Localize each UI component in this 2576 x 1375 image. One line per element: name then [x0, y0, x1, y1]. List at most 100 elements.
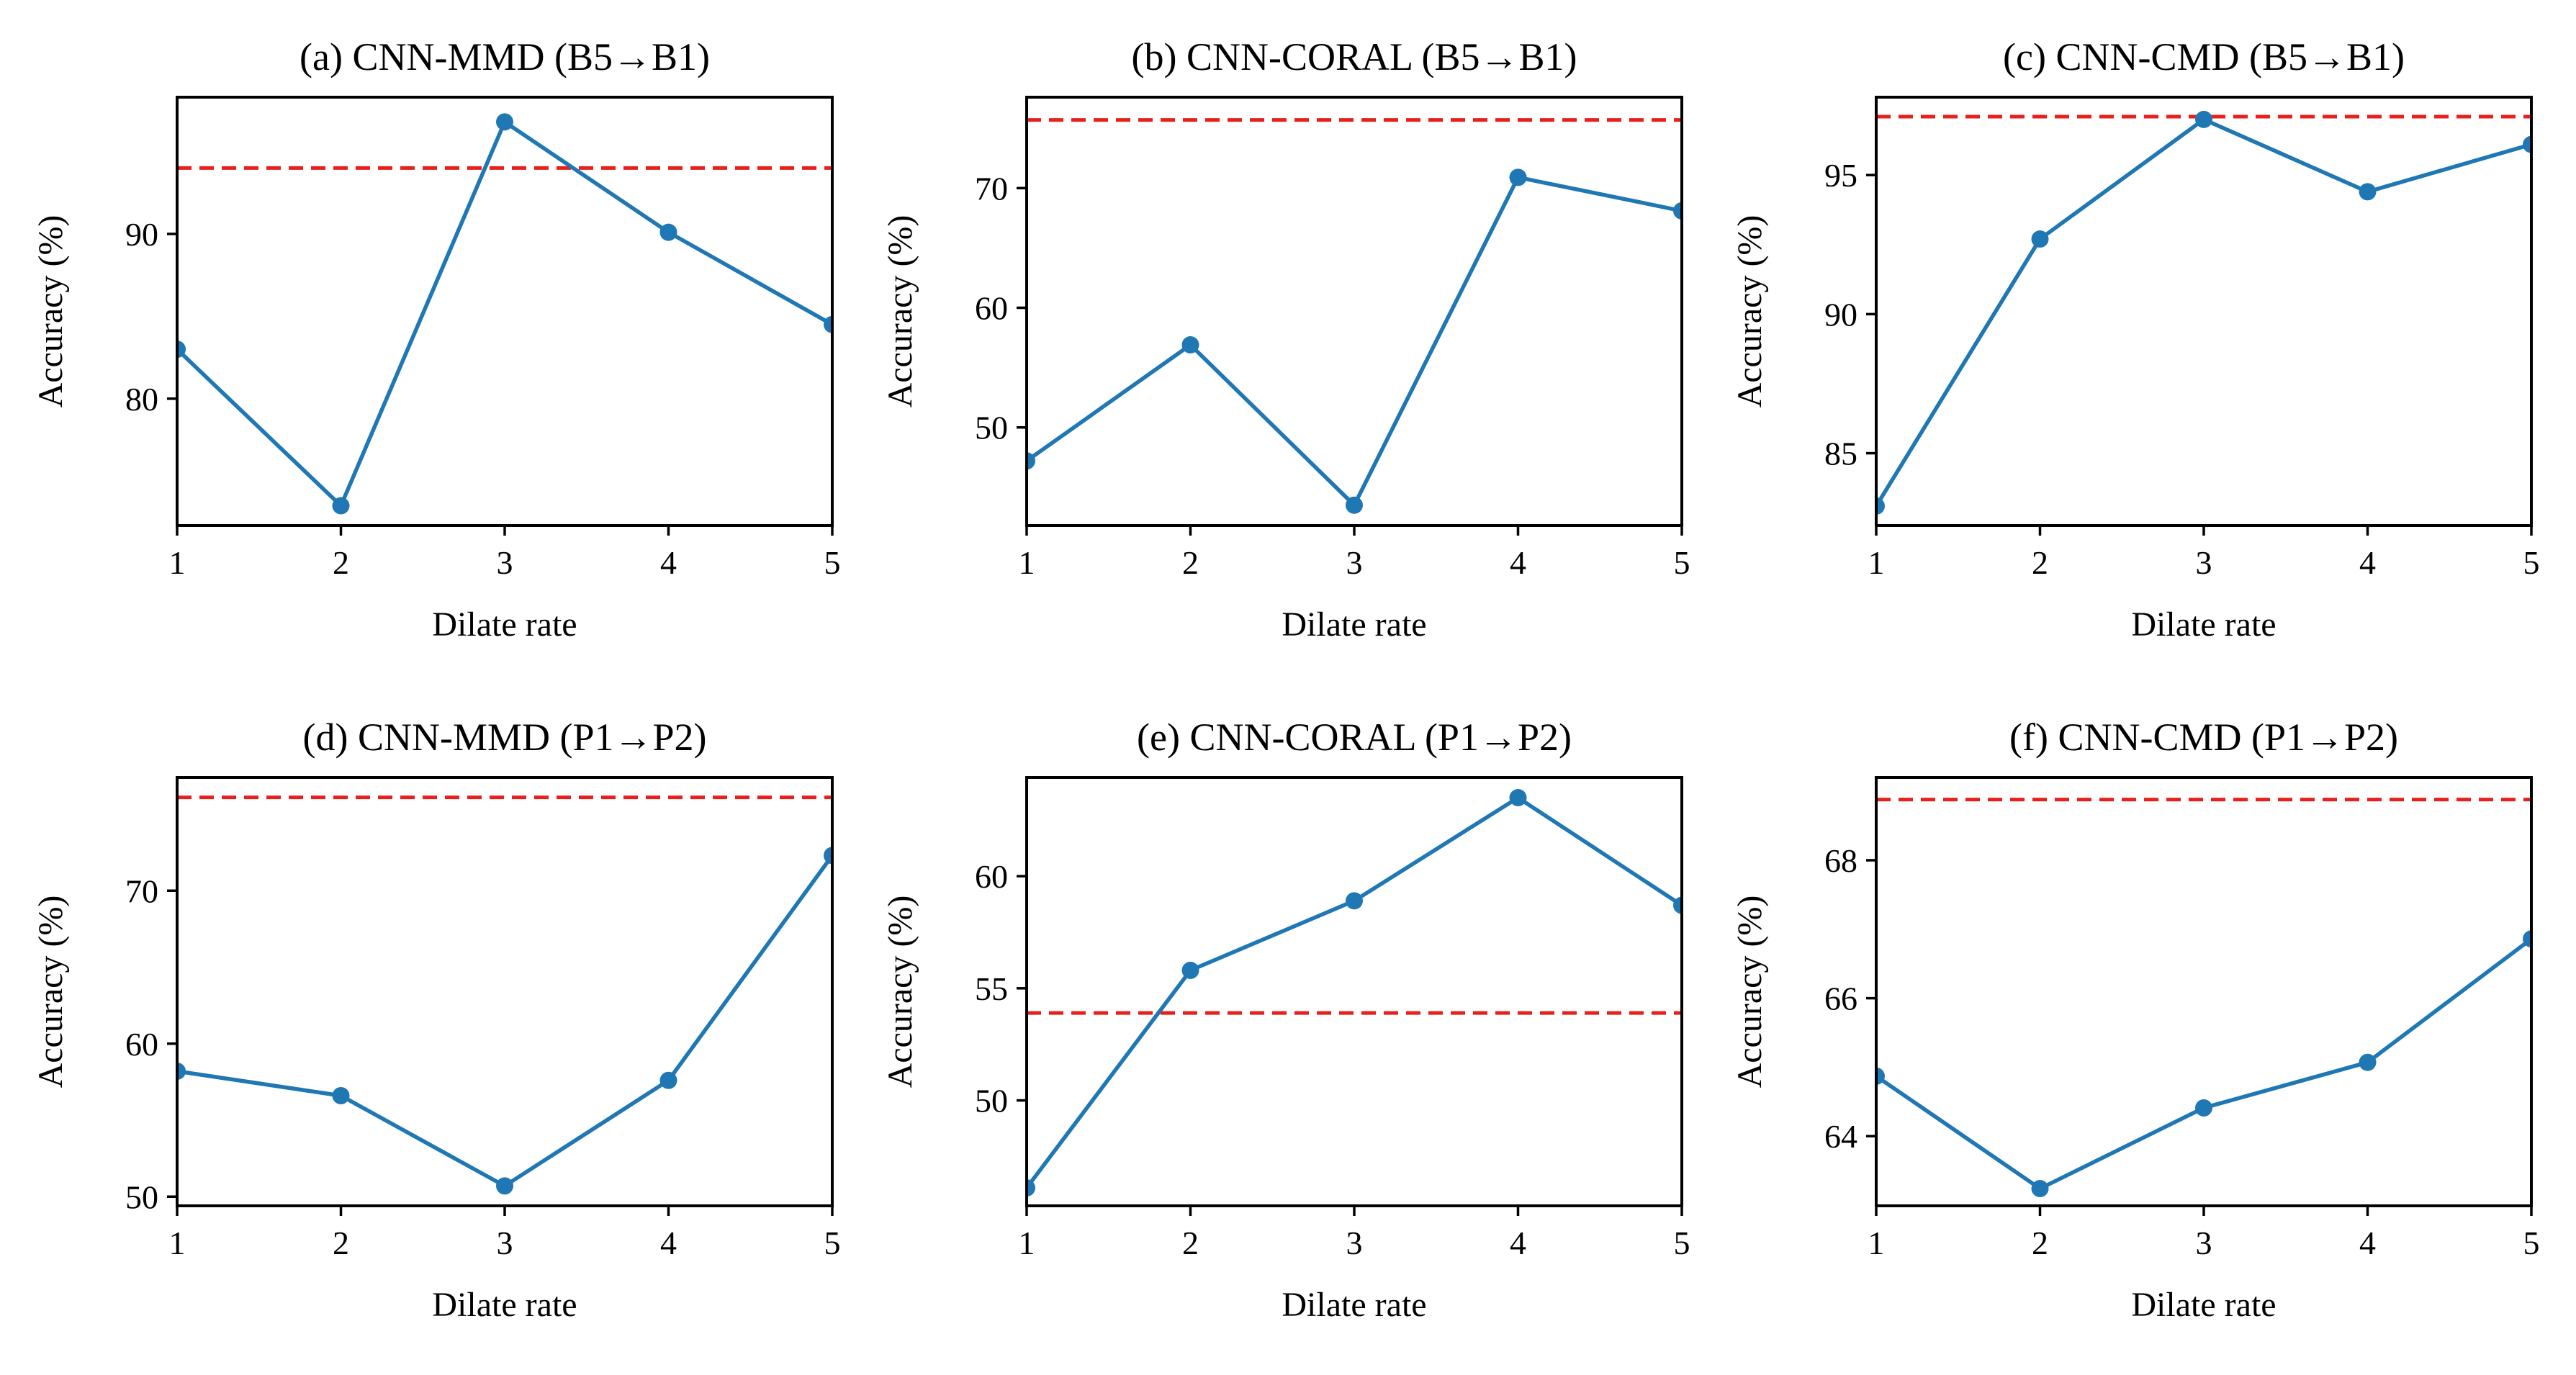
y-tick-label: 68: [1824, 842, 1857, 879]
y-tick-label: 55: [975, 970, 1008, 1007]
y-tick-label: 60: [975, 858, 1008, 895]
data-point: [2359, 183, 2377, 201]
y-tick-label: 95: [1824, 157, 1857, 194]
x-tick-label: 3: [2196, 1225, 2212, 1261]
x-tick-label: 5: [1674, 544, 1690, 581]
data-point: [1876, 1067, 1885, 1085]
data-point: [496, 113, 513, 131]
x-tick-label: 4: [660, 1225, 677, 1261]
data-point: [2195, 1099, 2212, 1117]
x-tick-label: 1: [169, 1225, 186, 1261]
data-point: [332, 1087, 350, 1104]
x-tick-label: 3: [1346, 1225, 1363, 1261]
data-point: [2031, 230, 2049, 248]
series-line: [1027, 175, 1682, 508]
x-tick-label: 3: [1346, 544, 1363, 581]
data-point: [1181, 961, 1199, 979]
x-tick-label: 4: [1510, 544, 1526, 581]
x-tick-label: 2: [2032, 1225, 2048, 1261]
x-axis-label: Dilate rate: [2131, 605, 2276, 644]
panel-title: (a) CNN-MMD (B5→B1): [300, 35, 710, 78]
data-point: [177, 1063, 186, 1080]
x-axis-label: Dilate rate: [2131, 1286, 2276, 1324]
data-point: [332, 497, 350, 515]
panel-title: (c) CNN-CMD (B5→B1): [2003, 35, 2405, 78]
x-tick-label: 1: [1019, 1225, 1035, 1261]
x-tick-label: 3: [497, 544, 513, 581]
y-axis-label: Accuracy (%): [32, 896, 70, 1088]
y-axis-label: Accuracy (%): [32, 215, 70, 408]
data-point: [1027, 452, 1035, 470]
y-tick-label: 90: [125, 216, 158, 253]
x-tick-label: 2: [1182, 544, 1199, 581]
data-point: [1876, 497, 1885, 515]
y-axis-label: Accuracy (%): [881, 896, 919, 1088]
panel-title: (b) CNN-CORAL (B5→B1): [1132, 35, 1577, 78]
x-axis-label: Dilate rate: [1282, 1286, 1426, 1324]
panel-d: (d) CNN-MMD (P1→P2) 1 2 3 4 5 50 60 70 Dilate rat…: [32, 716, 841, 1324]
y-tick-label: 50: [975, 410, 1008, 446]
panel-f: (f) CNN-CMD (P1→P2) 1 2 3 4 5 64 66 68 Dilate rat…: [1731, 716, 2540, 1324]
data-point: [1027, 1179, 1035, 1197]
data-point: [1673, 202, 1682, 220]
x-axis-label: Dilate rate: [432, 1286, 577, 1324]
y-tick-label: 60: [975, 290, 1008, 327]
y-tick-label: 90: [1824, 296, 1857, 333]
data-point: [2359, 1053, 2377, 1071]
panel-title: (d) CNN-MMD (P1→P2): [302, 716, 706, 759]
y-tick-label: 70: [125, 873, 158, 909]
x-tick-label: 4: [660, 544, 677, 581]
series-line: [1876, 937, 2531, 1191]
y-tick-label: 60: [125, 1026, 158, 1063]
x-tick-label: 1: [1019, 544, 1035, 581]
y-tick-label: 50: [125, 1178, 158, 1215]
x-tick-label: 1: [169, 544, 186, 581]
axes-frame: [176, 96, 834, 527]
x-tick-label: 2: [1182, 1225, 1199, 1261]
panel-c: (c) CNN-CMD (B5→B1) 1 2 3 4 5 85 90 95 Dilate rat…: [1731, 35, 2540, 644]
y-axis-label: Accuracy (%): [881, 215, 919, 408]
x-tick-label: 5: [824, 1225, 841, 1261]
x-tick-label: 1: [1868, 1225, 1885, 1261]
data-point: [2523, 135, 2531, 153]
x-tick-label: 2: [333, 1225, 349, 1261]
y-tick-label: 66: [1824, 980, 1857, 1017]
data-point: [659, 223, 677, 241]
x-tick-label: 5: [2523, 544, 2540, 581]
data-point: [177, 341, 186, 359]
data-point: [2195, 110, 2212, 128]
y-tick-label: 50: [975, 1083, 1008, 1119]
x-tick-label: 2: [333, 544, 349, 581]
y-axis-label: Accuracy (%): [1731, 896, 1769, 1088]
y-tick-label: 70: [975, 170, 1008, 207]
y-tick-label: 80: [125, 381, 158, 418]
panel-b: (b) CNN-CORAL (B5→B1) 1 2 3 4 5 50 60 70 Dilate r…: [881, 35, 1690, 644]
x-tick-label: 4: [2359, 544, 2376, 581]
x-tick-label: 4: [2359, 1225, 2376, 1261]
panel-title: (e) CNN-CORAL (P1→P2): [1137, 716, 1572, 759]
x-tick-label: 3: [497, 1225, 513, 1261]
data-point: [2031, 1180, 2049, 1198]
data-point: [1509, 789, 1527, 807]
y-tick-label: 64: [1824, 1118, 1857, 1155]
data-point: [2523, 930, 2531, 948]
panel-title: (f) CNN-CMD (P1→P2): [2009, 716, 2398, 759]
x-axis-label: Dilate rate: [432, 605, 577, 644]
data-point: [1346, 496, 1363, 514]
x-axis-label: Dilate rate: [1282, 605, 1426, 644]
x-tick-label: 4: [1510, 1225, 1526, 1261]
y-axis-label: Accuracy (%): [1731, 215, 1769, 408]
x-tick-label: 3: [2196, 544, 2212, 581]
data-point: [824, 847, 832, 865]
y-tick-label: 85: [1824, 436, 1857, 472]
data-point: [1346, 892, 1363, 910]
series-line: [177, 854, 832, 1189]
data-point: [496, 1177, 513, 1195]
x-tick-label: 5: [2523, 1225, 2540, 1261]
series-line: [1027, 795, 1682, 1189]
x-tick-label: 2: [2032, 544, 2048, 581]
data-point: [1181, 336, 1199, 354]
